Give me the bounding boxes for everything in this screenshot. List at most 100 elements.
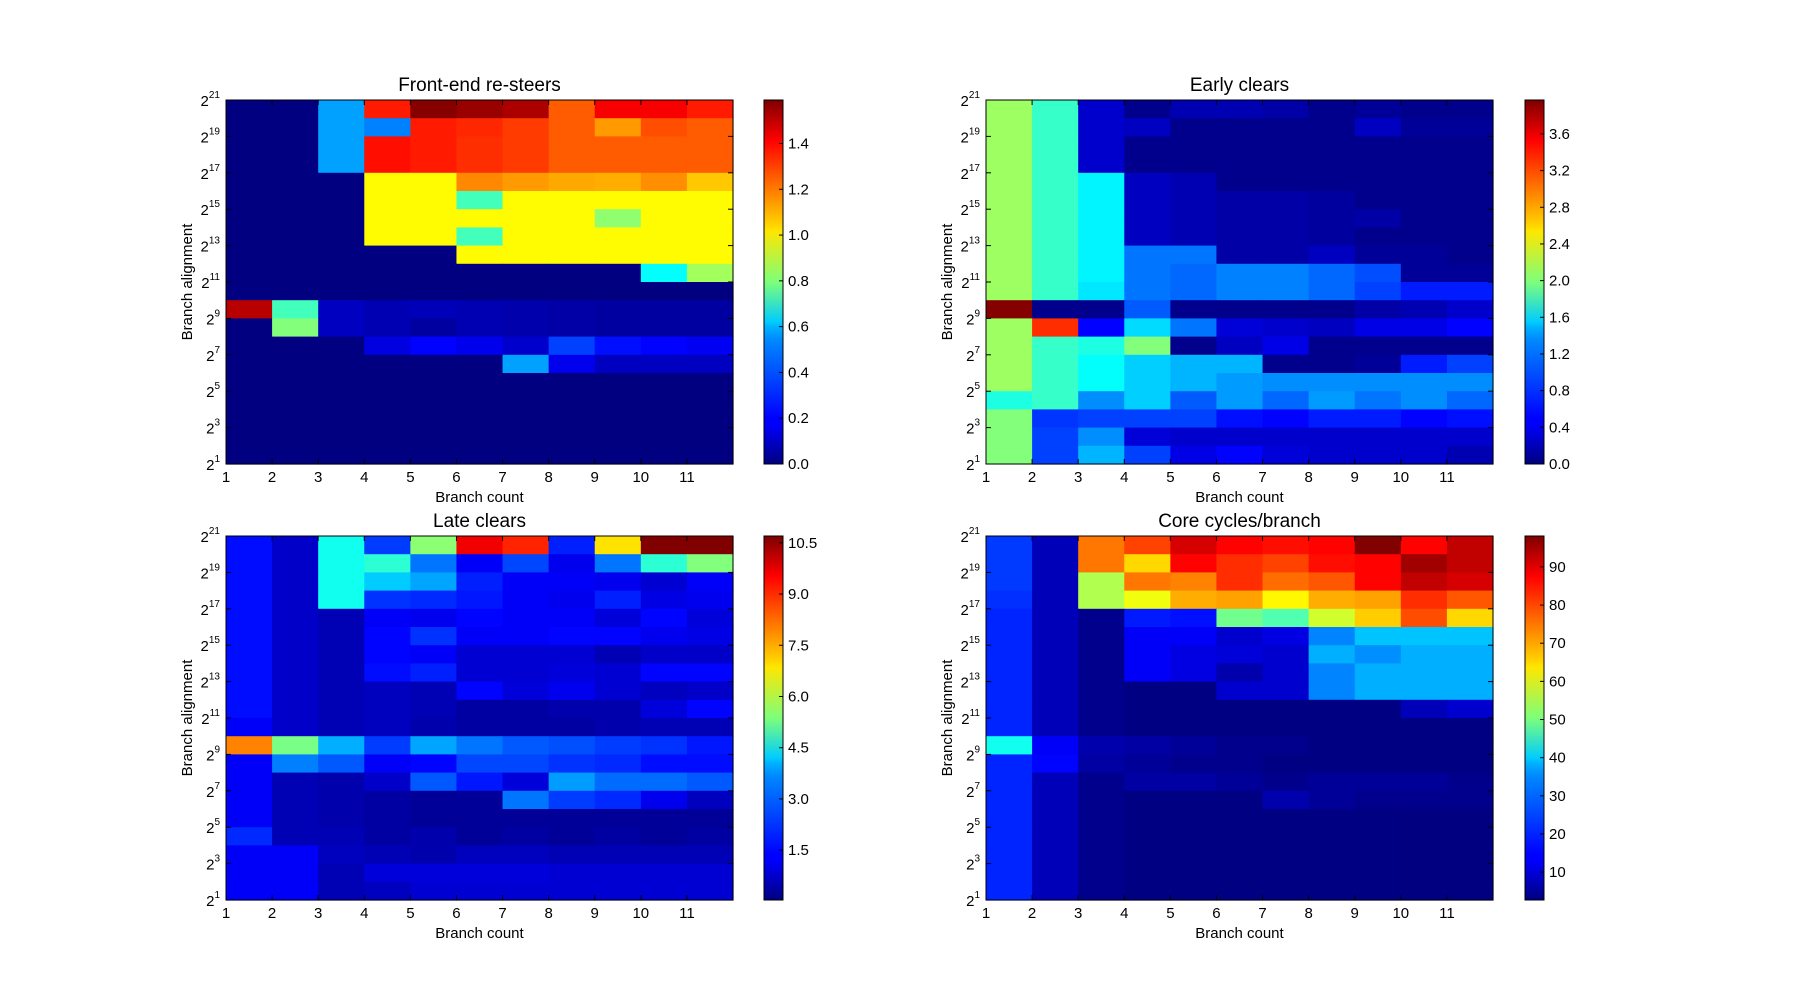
x-tick-label: 8 bbox=[544, 469, 552, 486]
heatmap-cell bbox=[640, 736, 688, 755]
heatmap-cell bbox=[1170, 209, 1218, 228]
heatmap-cell bbox=[410, 118, 458, 137]
y-tick-label: 21 bbox=[966, 890, 980, 910]
heatmap-cell bbox=[1216, 227, 1264, 247]
heatmap-cell bbox=[318, 336, 365, 356]
heatmap-cell bbox=[640, 790, 688, 810]
heatmap-cell bbox=[1032, 536, 1079, 555]
heatmap-cell bbox=[1170, 790, 1218, 810]
heatmap-cell bbox=[1446, 590, 1494, 610]
heatmap-cell bbox=[226, 427, 273, 447]
heatmap-cell bbox=[226, 154, 273, 174]
heatmap-cell bbox=[410, 681, 458, 701]
heatmap-cell bbox=[594, 536, 642, 555]
colorbar-tick-label: 0.8 bbox=[788, 273, 809, 290]
heatmap-cell bbox=[1308, 445, 1356, 465]
heatmap-cell bbox=[686, 572, 734, 592]
colorbar-tick-label: 60 bbox=[1549, 673, 1566, 690]
heatmap-cell bbox=[318, 881, 365, 901]
heatmap-cell bbox=[686, 282, 734, 301]
heatmap-cell bbox=[456, 409, 504, 429]
y-tick-label: 23 bbox=[206, 418, 220, 438]
heatmap-cell bbox=[364, 373, 411, 392]
heatmap-cell bbox=[502, 699, 550, 719]
heatmap-cell bbox=[594, 681, 642, 701]
y-tick-label: 217 bbox=[961, 599, 981, 619]
heatmap-cell bbox=[456, 391, 504, 410]
heatmap-cell bbox=[456, 172, 504, 192]
x-tick-label: 3 bbox=[314, 905, 322, 922]
heatmap-cell bbox=[1308, 373, 1356, 392]
colorbar-tick-label: 90 bbox=[1549, 559, 1566, 576]
heatmap-cell bbox=[1400, 863, 1448, 883]
heatmap-cell bbox=[502, 627, 550, 646]
heatmap-cell bbox=[1262, 772, 1310, 792]
heatmap-cell bbox=[1400, 118, 1448, 137]
heatmap-cell bbox=[640, 772, 688, 792]
heatmap-cell bbox=[318, 445, 365, 465]
heatmap-cell bbox=[1354, 427, 1402, 447]
heatmap-cell bbox=[548, 263, 596, 283]
heatmap-cell bbox=[1216, 136, 1264, 156]
x-tick-label: 1 bbox=[982, 469, 990, 486]
heatmap-cell bbox=[1170, 881, 1218, 901]
heatmap-cell bbox=[502, 772, 550, 792]
heatmap-cell bbox=[1354, 391, 1402, 410]
heatmap-cell bbox=[548, 209, 596, 228]
heatmap-cell bbox=[502, 590, 550, 610]
heatmap-cell bbox=[410, 809, 458, 828]
heatmap-cell bbox=[1170, 572, 1218, 592]
heatmap-cell bbox=[1124, 300, 1171, 319]
heatmap-cell bbox=[1354, 754, 1402, 774]
heatmap-cell bbox=[318, 590, 365, 610]
heatmap-cell bbox=[272, 718, 319, 737]
heatmap-cell bbox=[686, 391, 734, 410]
heatmap-cell bbox=[1124, 536, 1171, 555]
y-tick-label: 29 bbox=[206, 308, 220, 328]
heatmap-cell bbox=[272, 282, 319, 301]
heatmap-cell bbox=[1032, 863, 1079, 883]
heatmap-cell bbox=[1170, 172, 1218, 192]
heatmap-cell bbox=[1124, 863, 1171, 883]
y-tick-label: 221 bbox=[961, 526, 981, 546]
heatmap-cell bbox=[986, 663, 1033, 683]
heatmap-cell bbox=[364, 845, 411, 865]
heatmap-cell bbox=[1262, 590, 1310, 610]
heatmap-cell bbox=[686, 318, 734, 338]
heatmap-cell bbox=[1216, 554, 1264, 573]
heatmap-cell bbox=[548, 863, 596, 883]
heatmap-cell bbox=[548, 627, 596, 646]
heatmap-cell bbox=[502, 336, 550, 356]
heatmap-cell bbox=[986, 645, 1033, 664]
heatmap-cell bbox=[456, 263, 504, 283]
heatmap-cell bbox=[1078, 590, 1125, 610]
heatmap-cell bbox=[1308, 608, 1356, 628]
heatmap-cell bbox=[1170, 336, 1218, 356]
heatmap-cell bbox=[1400, 154, 1448, 174]
heatmap-cell bbox=[686, 245, 734, 265]
heatmap-cell bbox=[1170, 300, 1218, 319]
heatmap-cell bbox=[686, 191, 734, 210]
heatmap-cell bbox=[1354, 590, 1402, 610]
heatmap-cell bbox=[686, 809, 734, 828]
heatmap-cell bbox=[594, 427, 642, 447]
heatmap-cell bbox=[456, 681, 504, 701]
colorbar-tick-label: 1.2 bbox=[1549, 346, 1570, 363]
heatmap-cell bbox=[1354, 863, 1402, 883]
x-tick-label: 1 bbox=[222, 469, 230, 486]
heatmap-cell bbox=[1216, 863, 1264, 883]
heatmap-cell bbox=[410, 627, 458, 646]
heatmap-cell bbox=[226, 300, 273, 319]
heatmap-cell bbox=[226, 409, 273, 429]
heatmap-cell bbox=[1124, 845, 1171, 865]
colorbar-tick-label: 40 bbox=[1549, 750, 1566, 767]
heatmap-cell bbox=[502, 136, 550, 156]
heatmap-cell bbox=[502, 100, 550, 119]
heatmap-cell bbox=[548, 699, 596, 719]
heatmap-cell bbox=[640, 681, 688, 701]
heatmap-cell bbox=[986, 245, 1033, 265]
heatmap-cell bbox=[1032, 845, 1079, 865]
heatmap-cell bbox=[364, 572, 411, 592]
heatmap-cell bbox=[686, 209, 734, 228]
colorbar: 0.0 0.4 0.8 1.2 1.6 2.0 2.4 2.8 3.2 3.6 bbox=[1524, 99, 1570, 473]
